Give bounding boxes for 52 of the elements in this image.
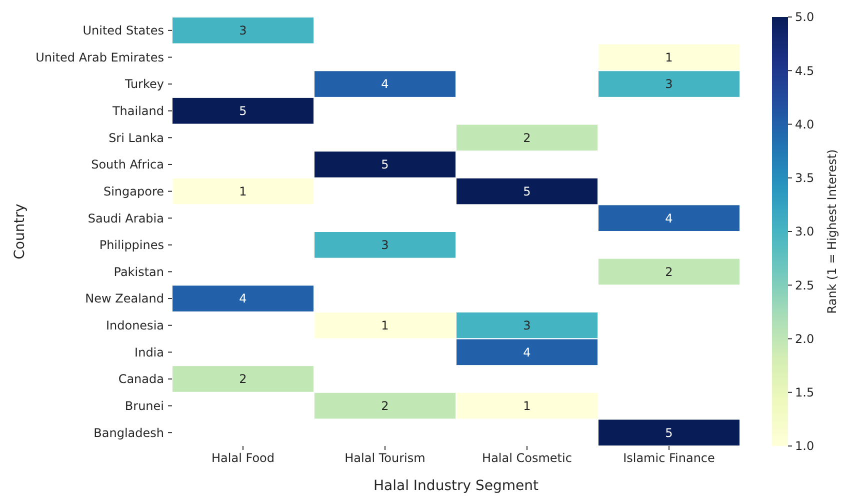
data-label: 5 [381, 158, 389, 172]
x-tick-label: Halal Tourism [344, 451, 426, 465]
color-bar-label: 2.5 [795, 278, 814, 292]
color-bar-label: 2.0 [795, 332, 814, 346]
data-label: 4 [239, 292, 247, 306]
color-bar-label: 3.0 [795, 224, 814, 239]
data-label: 4 [523, 345, 531, 360]
y-tick-label: Thailand [111, 104, 164, 118]
y-tick-label: Singapore [103, 184, 164, 198]
x-tick-label: Halal Food [212, 451, 274, 465]
data-label: 3 [523, 318, 531, 333]
data-label: 3 [239, 24, 247, 38]
y-tick-label: United Arab Emirates [36, 50, 164, 64]
data-label: 5 [665, 426, 673, 440]
y-tick-label: New Zealand [85, 292, 164, 306]
data-label: 5 [523, 184, 531, 198]
data-label: 2 [381, 398, 389, 413]
data-label: 2 [665, 264, 673, 279]
data-label: 5 [239, 104, 247, 118]
data-label: 3 [381, 238, 389, 252]
data-label: 1 [381, 318, 389, 333]
y-tick-label: Brunei [124, 398, 164, 413]
color-bar-label: 5.0 [795, 10, 814, 24]
color-bar-label: 4.0 [795, 117, 814, 132]
color-bar-title: Rank (1 = Highest Interest) [825, 149, 839, 314]
color-bar-label: 3.5 [795, 171, 814, 186]
y-axis-title: Country [12, 204, 28, 260]
color-bar-label: 1.5 [795, 386, 814, 400]
data-label: 1 [665, 50, 673, 64]
data-label: 1 [239, 184, 247, 198]
x-axis-title: Halal Industry Segment [374, 478, 539, 494]
color-bar-label: 1.0 [795, 439, 814, 454]
data-label: 2 [523, 130, 531, 145]
y-tick-label: United States [82, 24, 164, 38]
y-tick-label: Turkey [124, 77, 164, 92]
color-bar-label: 4.5 [795, 64, 814, 78]
data-label: 3 [665, 77, 673, 92]
y-tick-label: Philippines [99, 238, 164, 252]
y-tick-label: South Africa [91, 158, 164, 172]
data-label: 4 [381, 77, 389, 92]
y-tick-label: Canada [118, 372, 164, 386]
y-tick-label: Pakistan [114, 264, 164, 279]
data-label: 2 [239, 372, 247, 386]
x-tick-label: Islamic Finance [623, 451, 715, 465]
data-label: 1 [523, 398, 531, 413]
y-tick-label: Bangladesh [94, 426, 164, 440]
y-tick-label: Saudi Arabia [88, 211, 164, 226]
y-tick-label: Indonesia [106, 318, 164, 333]
y-tick-label: Sri Lanka [108, 130, 164, 145]
data-label: 4 [665, 211, 673, 226]
y-tick-label: India [134, 345, 164, 360]
x-tick-label: Halal Cosmetic [482, 451, 572, 465]
